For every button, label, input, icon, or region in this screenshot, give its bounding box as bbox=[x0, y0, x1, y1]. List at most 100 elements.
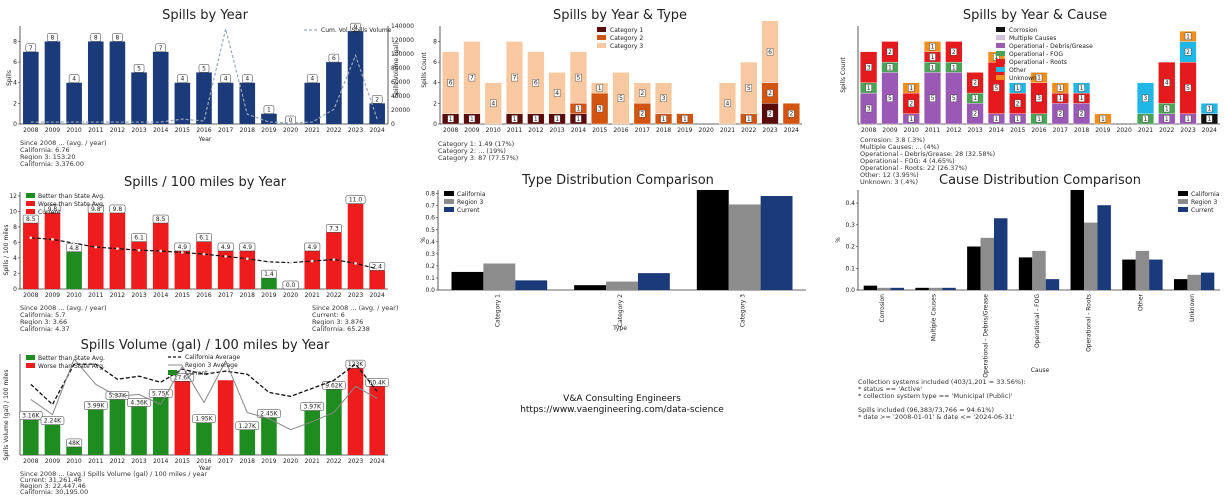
note-line: Corrosion: 3.8 (.3%) bbox=[860, 136, 925, 144]
grouped-bar bbox=[483, 263, 516, 290]
average-point bbox=[224, 255, 228, 258]
segment-value-label: 1 bbox=[1037, 116, 1041, 123]
segment-value-label: 7 bbox=[470, 75, 474, 82]
segment-label-box bbox=[1035, 73, 1043, 82]
segment-label-box bbox=[681, 115, 689, 123]
segment-label-box bbox=[1206, 115, 1213, 123]
segment-value-label: 1 bbox=[1016, 116, 1020, 123]
bar-value-label-box bbox=[84, 401, 108, 410]
footer-url[interactable]: https://www.vaengineering.com/data-scien… bbox=[520, 405, 724, 415]
segment-value-label: 1 bbox=[1080, 85, 1084, 92]
legend-swatch-worse bbox=[26, 363, 35, 368]
bar-value-label-box bbox=[257, 409, 281, 418]
bar bbox=[217, 250, 234, 289]
x-tick-label: Operational - FOG bbox=[1034, 294, 1041, 348]
bar-value-label-box bbox=[328, 53, 340, 63]
bar-value-label-box bbox=[155, 43, 166, 53]
segment-value-label: 1 bbox=[662, 116, 666, 123]
legend-label: Multiple Causes bbox=[1009, 35, 1056, 42]
grouped-bar bbox=[696, 190, 729, 290]
x-tick-label: 2015 bbox=[175, 127, 190, 134]
bar-value-label-box bbox=[285, 115, 296, 125]
x-tick-label: Operational - Roots bbox=[1086, 294, 1093, 352]
legend-swatch-debris bbox=[996, 43, 1005, 48]
grouped-bar bbox=[1122, 259, 1136, 290]
legend-swatch-roots bbox=[996, 59, 1005, 64]
y-tick-label: 0 bbox=[13, 121, 17, 128]
x-tick-label: 2013 bbox=[131, 292, 146, 299]
spills-by-year-title: Spills by Year bbox=[162, 8, 249, 23]
bar-value-label: 5 bbox=[137, 65, 141, 72]
y2-tick-label: 0 bbox=[391, 121, 395, 128]
bar-value-label: 4.9 bbox=[178, 244, 188, 251]
spills-by-year-panel: Spills by Year 0 2 4 6 8 0 20000 40000 60000 8000… bbox=[6, 8, 414, 168]
average-point bbox=[202, 252, 206, 256]
bar bbox=[239, 429, 256, 455]
x-tick-label: 2008 bbox=[443, 127, 458, 134]
segment-value-label: 1 bbox=[1058, 95, 1062, 102]
x-tick-label: 2020 bbox=[283, 127, 298, 134]
segment-label-box bbox=[745, 84, 752, 92]
bar-value-label: 4.9 bbox=[307, 244, 317, 251]
x-tick-label: 2010 bbox=[66, 127, 81, 134]
legend-label: Unknown bbox=[1009, 75, 1037, 82]
volume-per-100-panel: Spills Volume (gal) / 100 miles by Year … bbox=[3, 338, 389, 496]
bar-value-label: 7.3 bbox=[329, 225, 339, 232]
spills-by-type-panel: Spills by Year & Type 1 6 2008 1 7 2009 4 2010 1… bbox=[421, 8, 802, 162]
bar-value-label-box bbox=[112, 33, 123, 42]
grouped-bar bbox=[928, 287, 943, 290]
average-point bbox=[116, 247, 119, 251]
segment-label-box bbox=[908, 84, 915, 92]
note-line: Operational - Debris/Grease: 28 (32.58%) bbox=[860, 150, 995, 158]
bar bbox=[109, 399, 126, 455]
bar bbox=[261, 113, 277, 124]
grouped-bar bbox=[451, 271, 484, 290]
note-line: California: 4.37 bbox=[20, 325, 70, 333]
bar-value-label-box bbox=[242, 74, 253, 83]
segment-label-box bbox=[617, 94, 625, 102]
x-tick-label: 2012 bbox=[110, 458, 125, 465]
spills-by-cause-ylabel: Spills Count bbox=[840, 57, 847, 93]
segment-value-label: 5 bbox=[994, 85, 998, 92]
segment-label-box bbox=[1078, 84, 1085, 92]
bar bbox=[174, 82, 191, 124]
segment-value-label: 1 bbox=[909, 116, 913, 123]
legend-label: California Average bbox=[185, 354, 240, 361]
legend-swatch-current bbox=[444, 207, 454, 212]
bar bbox=[369, 386, 385, 455]
grouped-bar bbox=[1018, 257, 1033, 290]
volume-line bbox=[30, 28, 378, 124]
segment-label-box bbox=[1014, 84, 1021, 92]
legend-swatch-better bbox=[26, 355, 35, 360]
bar bbox=[131, 406, 147, 455]
segment-label-box bbox=[639, 89, 646, 97]
segment-value-label: 2 bbox=[640, 90, 644, 97]
segment-value-label: 1 bbox=[867, 85, 871, 92]
x-tick-label: 2013 bbox=[131, 127, 146, 134]
segment-value-label: 1 bbox=[1207, 106, 1211, 113]
bar-value-label: 9.8 bbox=[113, 206, 123, 213]
segment-label-box bbox=[596, 84, 603, 92]
segment-value-label: 1 bbox=[1186, 33, 1190, 40]
x-tick-label: 2014 bbox=[571, 127, 586, 134]
x-tick-label: 2009 bbox=[45, 458, 60, 465]
segment-label-box bbox=[639, 109, 646, 118]
spills-by-year-notes: Since 2008 ... (avg. / year) California:… bbox=[20, 139, 106, 168]
note-line: Category 2: ... (19%) bbox=[438, 147, 506, 155]
segment-label-box bbox=[886, 94, 894, 102]
bar-value-label: 9.8 bbox=[48, 206, 58, 213]
segment-label-box bbox=[766, 89, 774, 97]
average-point bbox=[137, 248, 141, 252]
bar bbox=[196, 72, 212, 124]
segment-label-box bbox=[468, 115, 476, 123]
bar bbox=[87, 212, 104, 289]
x-tick-label: 2022 bbox=[326, 292, 341, 299]
x-tick-label: 2020 bbox=[283, 292, 298, 299]
note-line: Since 2008 ... (avg. / year) bbox=[20, 139, 106, 147]
x-tick-label: 2011 bbox=[507, 127, 522, 134]
y-tick-label: 0.3 bbox=[425, 251, 435, 258]
x-tick-label: 2015 bbox=[175, 458, 190, 465]
segment-label-box bbox=[971, 79, 979, 87]
note-line: California: 30,195.00 bbox=[20, 488, 88, 496]
segment-value-label: 2 bbox=[640, 111, 644, 118]
